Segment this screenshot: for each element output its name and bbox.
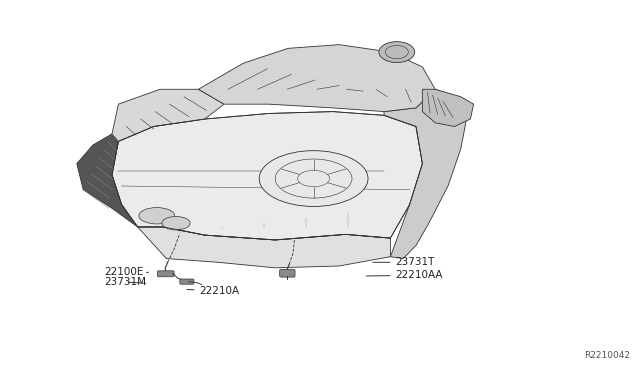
Text: 22210A: 22210A [187, 286, 240, 296]
Ellipse shape [162, 217, 190, 230]
FancyBboxPatch shape [180, 279, 194, 284]
Text: 22100E: 22100E [104, 267, 148, 277]
Text: 23731T: 23731T [372, 257, 435, 267]
Text: R2210042: R2210042 [584, 351, 630, 360]
Circle shape [379, 42, 415, 62]
FancyBboxPatch shape [280, 269, 295, 277]
Ellipse shape [139, 208, 175, 224]
FancyBboxPatch shape [157, 271, 174, 277]
Ellipse shape [259, 151, 368, 206]
Polygon shape [112, 112, 422, 240]
Polygon shape [112, 89, 224, 141]
Polygon shape [77, 134, 138, 227]
Polygon shape [422, 89, 474, 126]
Polygon shape [198, 45, 435, 112]
Polygon shape [138, 227, 390, 268]
Text: 22210AA: 22210AA [366, 270, 443, 280]
Polygon shape [384, 89, 467, 259]
Text: 23731M: 23731M [104, 277, 147, 287]
